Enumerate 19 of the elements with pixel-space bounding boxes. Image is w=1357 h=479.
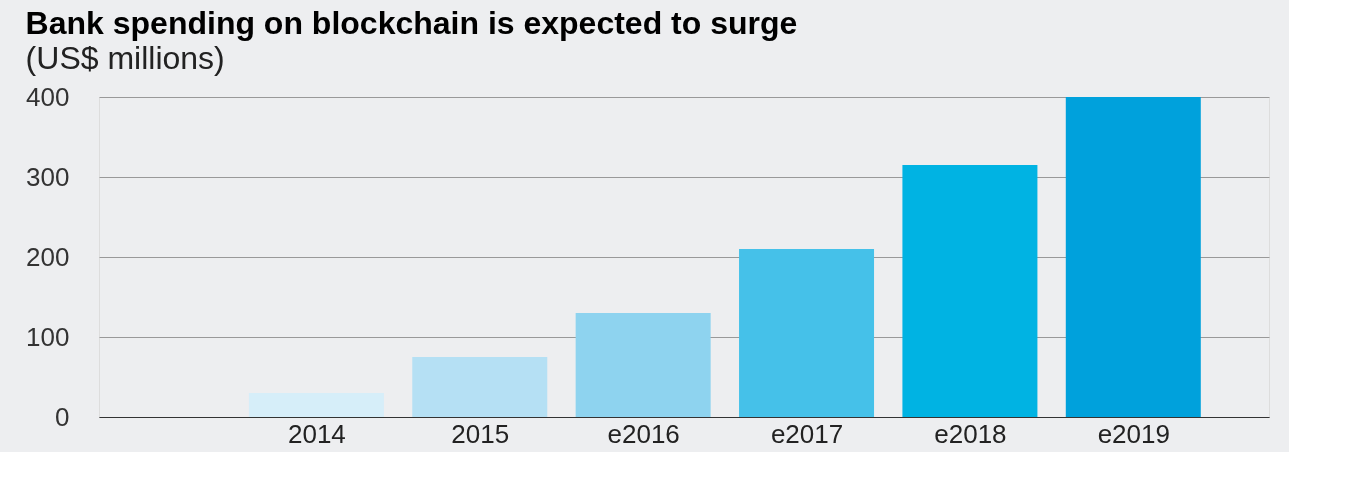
x-tick-label: e2019 xyxy=(1097,418,1170,449)
x-tick-label: e2018 xyxy=(934,418,1007,449)
bar xyxy=(902,165,1038,417)
chart-title: Bank spending on blockchain is expected to surge xyxy=(25,5,798,41)
y-tick-label: 100 xyxy=(26,321,70,352)
x-tick-label: 2014 xyxy=(287,418,346,449)
x-tick-label: 2015 xyxy=(451,418,510,449)
x-tick-label: e2017 xyxy=(770,418,844,449)
chart-subtitle: (US$ millions) xyxy=(25,40,225,76)
bar xyxy=(1065,97,1201,417)
y-tick-label: 400 xyxy=(26,81,70,112)
x-tick-label: e2016 xyxy=(607,418,680,449)
y-tick-label: 200 xyxy=(26,241,70,272)
y-tick-label: 300 xyxy=(26,161,70,192)
bar xyxy=(575,313,711,417)
bar xyxy=(248,393,384,417)
y-tick-label: 0 xyxy=(55,401,70,432)
bar xyxy=(412,357,548,417)
bar xyxy=(739,249,875,417)
